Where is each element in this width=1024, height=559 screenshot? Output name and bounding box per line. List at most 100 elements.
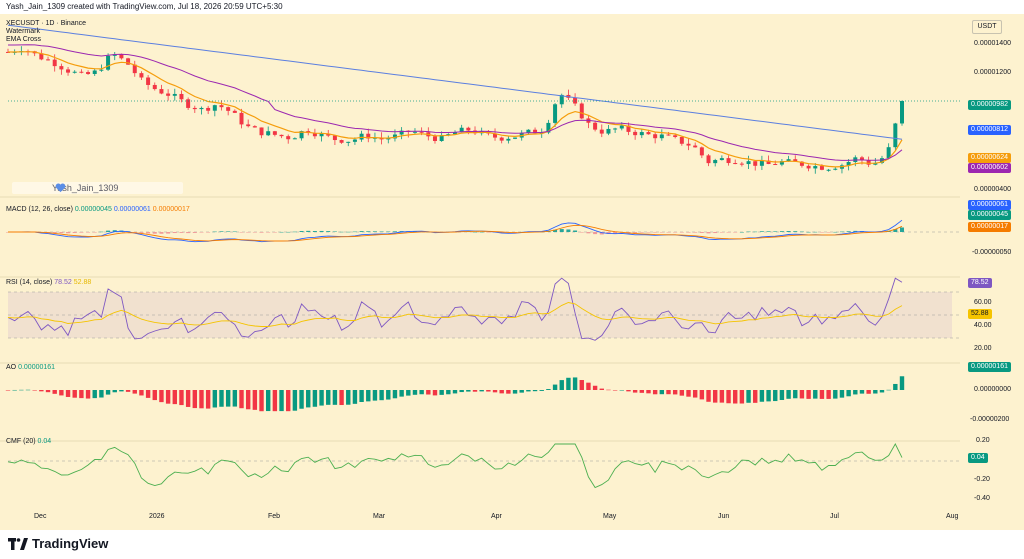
- candle-body: [859, 157, 864, 161]
- candle-body: [719, 158, 724, 161]
- ao-bar: [773, 390, 778, 402]
- candle-body: [366, 133, 371, 139]
- macd-hist-bar: [399, 231, 404, 232]
- candle-body: [86, 72, 91, 74]
- ao-bar: [172, 390, 177, 405]
- ao-bar: [833, 390, 838, 399]
- macd-hist-bar: [106, 230, 111, 232]
- macd-hist-bar: [232, 231, 237, 233]
- candle-body: [746, 161, 751, 165]
- ao-title: AO: [6, 364, 17, 371]
- candle-body: [119, 54, 124, 59]
- ao-bar: [799, 390, 805, 399]
- ao-bar: [379, 390, 384, 401]
- candle-body: [99, 69, 104, 71]
- tradingview-logo[interactable]: TradingView: [8, 536, 108, 551]
- macd-hist-bar: [159, 232, 164, 234]
- macd-hist-bar: [699, 232, 704, 233]
- ao-bar: [259, 390, 264, 412]
- candle-body: [453, 132, 457, 135]
- candle-body: [399, 130, 404, 135]
- indicator-ema-cross-label: EMA Cross: [6, 36, 42, 43]
- macd-hist-bar: [286, 231, 291, 233]
- candle-body: [733, 163, 738, 165]
- ao-bar: [619, 390, 624, 391]
- ao-bar: [452, 390, 458, 394]
- rsi-axis-tick-2: 20.00: [974, 345, 992, 352]
- ao-bar: [239, 390, 244, 409]
- macd-hist-bar: [759, 231, 764, 232]
- macd-hist-bar: [726, 232, 731, 233]
- macd-hist-bar: [166, 232, 171, 234]
- grid: [0, 196, 960, 442]
- macd-hist-bar: [646, 232, 651, 233]
- macd-hist-bar: [59, 232, 64, 234]
- candle-body: [513, 137, 518, 139]
- macd-hist-bar: [799, 231, 804, 233]
- macd-hist-bar: [719, 232, 724, 233]
- candle-body: [279, 134, 284, 137]
- ema-fast-line: [8, 51, 903, 168]
- ao-bar: [786, 390, 791, 399]
- candle-body: [579, 103, 584, 119]
- candle-body: [172, 93, 177, 96]
- candle-body: [252, 126, 257, 128]
- candle-body: [112, 54, 117, 56]
- ao-bar: [632, 390, 638, 393]
- candle-body: [359, 133, 364, 140]
- ao-bar: [499, 390, 504, 394]
- x-tick-aug: Aug: [946, 513, 959, 520]
- price-axis-tick-1: 0.00001200: [974, 69, 1011, 76]
- macd-hist-bar: [486, 232, 491, 233]
- ao-bar: [846, 390, 851, 397]
- ao-bar: [372, 390, 378, 401]
- chart-plot[interactable]: [0, 14, 1024, 530]
- footer: TradingView: [0, 530, 1024, 559]
- price-series: [6, 24, 960, 174]
- macd-hist-bar: [593, 232, 598, 235]
- macd-hist-bar: [839, 231, 844, 233]
- macd-hist-bar: [259, 232, 264, 233]
- candle-body: [713, 160, 718, 164]
- ao-bar: [539, 390, 544, 391]
- macd-hist-bar: [746, 231, 751, 233]
- candle-body: [386, 138, 391, 140]
- candle-body: [152, 84, 157, 90]
- candle-body: [352, 139, 357, 142]
- macd-hist-bar: [272, 232, 277, 233]
- ao-bar: [59, 390, 64, 396]
- candle-body: [626, 125, 631, 132]
- macd-hist-bar: [179, 232, 184, 233]
- macd-hist-bar: [146, 232, 151, 234]
- candle-body: [412, 131, 417, 133]
- macd-hist-bar: [212, 231, 217, 233]
- ao-bar: [592, 385, 598, 390]
- rsi-series: [7, 277, 960, 341]
- candle-body: [833, 168, 838, 170]
- chart-area[interactable]: [0, 14, 1024, 530]
- candle-body: [292, 138, 297, 140]
- rsi-value-1: 78.52: [54, 279, 72, 286]
- macd-hist-bar: [846, 231, 851, 232]
- ao-bar: [492, 390, 498, 393]
- currency-button[interactable]: USDT: [972, 20, 1002, 34]
- ao-bar: [159, 390, 164, 403]
- candle-body: [39, 53, 44, 60]
- candle-body: [879, 158, 884, 163]
- candle-body: [332, 135, 337, 141]
- ao-bar: [899, 376, 905, 390]
- candle-body: [786, 159, 791, 162]
- ao-bar: [39, 390, 44, 392]
- candle-body: [232, 110, 237, 113]
- heart-icon: [55, 183, 66, 193]
- candle-body: [773, 164, 778, 166]
- ao-bar: [826, 390, 831, 399]
- chart-header: Yash_Jain_1309 created with TradingView.…: [0, 0, 1024, 14]
- ao-bar: [85, 390, 91, 399]
- ao-bar: [152, 390, 157, 401]
- macd-hist-bar: [819, 232, 824, 233]
- candle-body: [766, 160, 771, 165]
- macd-hist-bar: [172, 232, 177, 234]
- x-tick-2026: 2026: [149, 513, 165, 520]
- macd-hist-bar: [339, 231, 344, 233]
